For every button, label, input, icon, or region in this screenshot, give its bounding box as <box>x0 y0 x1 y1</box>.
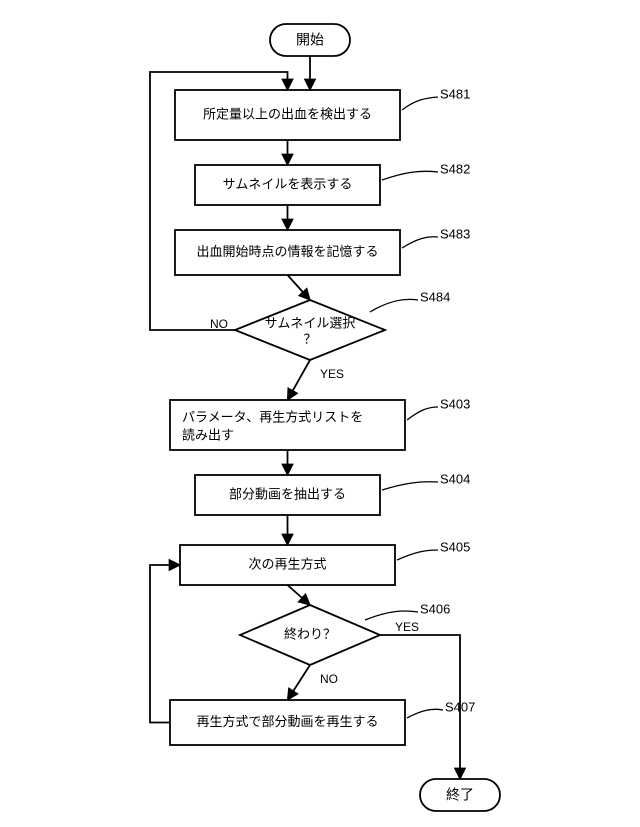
branch-s484_no: NO <box>210 317 228 331</box>
terminator-start: 開始 <box>270 24 350 56</box>
branch-s406_yes: YES <box>395 620 419 634</box>
svg-text:？: ？ <box>303 331 316 346</box>
label-s484: S484 <box>420 289 450 304</box>
node-s404: 部分動画を抽出する <box>195 475 380 515</box>
leader-s403 <box>407 407 438 420</box>
svg-text:所定量以上の出血を検出する: 所定量以上の出血を検出する <box>203 106 372 121</box>
node-s403: パラメータ、再生方式リストを読み出す <box>170 400 405 450</box>
svg-text:再生方式で部分動画を再生する: 再生方式で部分動画を再生する <box>196 714 378 729</box>
label-s405: S405 <box>440 539 470 554</box>
svg-text:部分動画を抽出する: 部分動画を抽出する <box>229 486 346 501</box>
node-s482: サムネイルを表示する <box>195 165 380 205</box>
leader-s482 <box>382 171 438 180</box>
label-s482: S482 <box>440 161 470 176</box>
label-s481: S481 <box>440 86 470 101</box>
svg-text:次の再生方式: 次の再生方式 <box>248 556 326 571</box>
node-s406: 終わり？ <box>240 605 380 665</box>
svg-text:終了: 終了 <box>446 787 474 803</box>
svg-text:サムネイルを表示する: サムネイルを表示する <box>223 176 353 191</box>
label-s483: S483 <box>440 226 470 241</box>
node-s484: サムネイル選択？ <box>235 300 385 360</box>
label-s406: S406 <box>420 601 450 616</box>
node-s405: 次の再生方式 <box>180 545 395 585</box>
label-s403: S403 <box>440 396 470 411</box>
svg-text:パラメータ、再生方式リストを: パラメータ、再生方式リストを <box>182 409 363 424</box>
svg-text:終わり？: 終わり？ <box>284 626 336 641</box>
node-s483: 出血開始時点の情報を記憶する <box>175 230 400 275</box>
branch-s484_yes: YES <box>320 367 344 381</box>
svg-text:開始: 開始 <box>296 32 324 48</box>
node-s407: 再生方式で部分動画を再生する <box>170 700 405 745</box>
leader-s483 <box>402 237 438 248</box>
node-s481: 所定量以上の出血を検出する <box>175 90 400 140</box>
svg-text:サムネイル選択: サムネイル選択 <box>265 315 356 330</box>
label-s404: S404 <box>440 471 470 486</box>
svg-text:出血開始時点の情報を記憶する: 出血開始時点の情報を記憶する <box>196 244 378 259</box>
leader-s484 <box>370 299 418 312</box>
leader-s407 <box>407 709 443 718</box>
terminator-end: 終了 <box>420 779 500 811</box>
leader-s404 <box>382 482 438 490</box>
svg-text:読み出す: 読み出す <box>182 427 234 442</box>
leader-s405 <box>397 550 438 560</box>
leader-s481 <box>402 97 438 110</box>
leader-s406 <box>365 611 418 620</box>
branch-s406_no: NO <box>320 672 338 686</box>
